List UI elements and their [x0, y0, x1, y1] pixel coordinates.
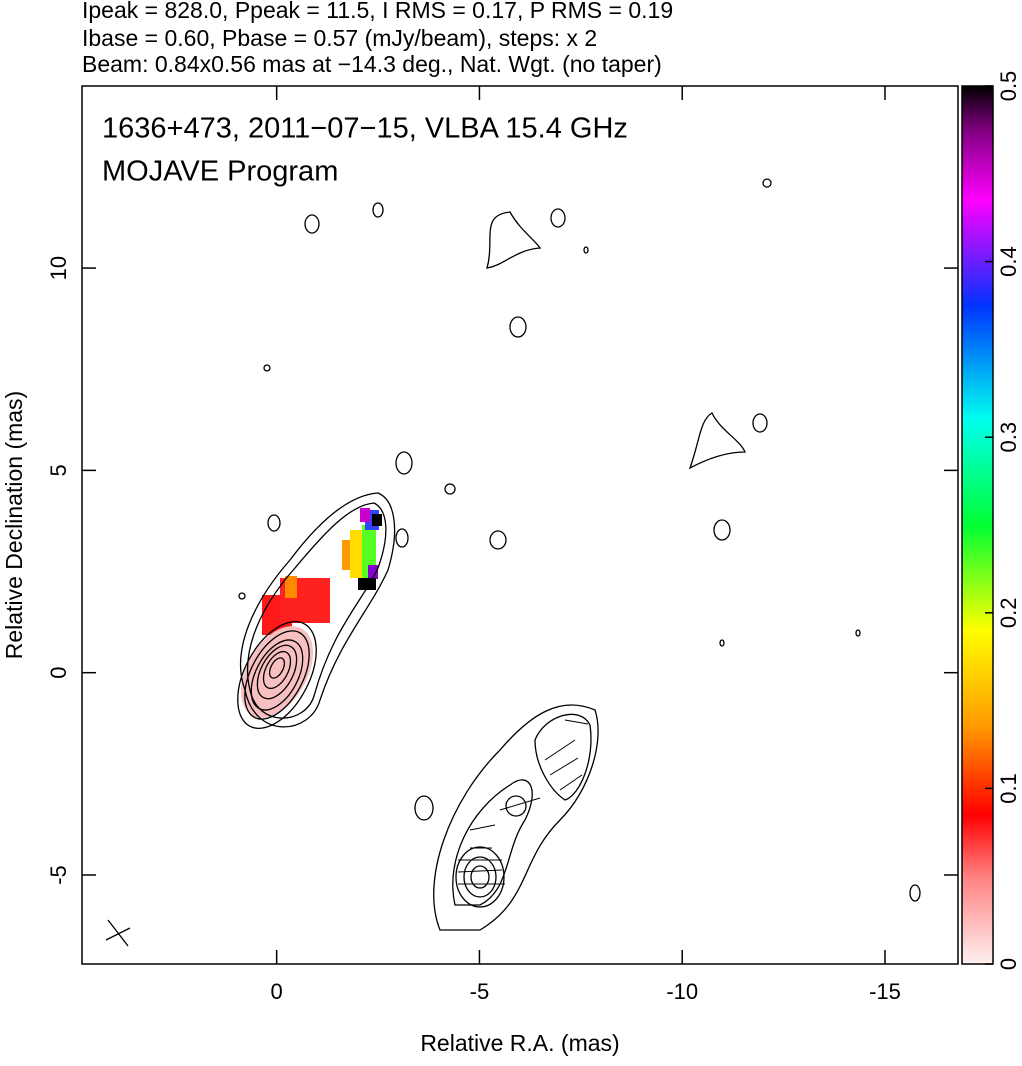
- polarization-vectors: [457, 719, 589, 885]
- y-tick-label: -5: [46, 865, 71, 885]
- header-line: Beam: 0.84x0.56 mas at −14.3 deg., Nat. …: [82, 51, 662, 77]
- x-axis-label: Relative R.A. (mas): [420, 1030, 619, 1056]
- colorbar-tick-label: 0.5: [996, 71, 1021, 102]
- annotation: 1636+473, 2011−07−15, VLBA 15.4 GHz: [102, 113, 628, 145]
- y-axis-label: Relative Declination (mas): [1, 391, 27, 659]
- y-tick-label: 5: [46, 464, 71, 476]
- x-tick-label: -15: [869, 979, 901, 1004]
- x-tick-label: -10: [666, 979, 698, 1004]
- header-line: Ibase = 0.60, Pbase = 0.57 (mJy/beam), s…: [82, 25, 597, 51]
- polarization-map: [262, 508, 382, 635]
- colorbar: [961, 85, 994, 965]
- header-line: Ipeak = 828.0, Ppeak = 11.5, I RMS = 0.1…: [82, 0, 673, 23]
- colorbar-tick-label: 0.4: [996, 246, 1021, 277]
- plot-frame: [81, 85, 959, 965]
- annotation: MOJAVE Program: [102, 156, 338, 188]
- y-tick-label: 10: [46, 256, 71, 280]
- colorbar-tick-label: 0.3: [996, 422, 1021, 453]
- x-tick-label: -5: [470, 979, 490, 1004]
- image-layer: [105, 178, 921, 947]
- colorbar-tick-label: 0.2: [996, 598, 1021, 629]
- contours: [105, 178, 921, 947]
- y-tick-label: 0: [46, 667, 71, 679]
- colorbar-tick-label: 0.1: [996, 773, 1021, 804]
- colorbar-tick-label: 0: [996, 958, 1021, 970]
- x-tick-label: 0: [271, 979, 283, 1004]
